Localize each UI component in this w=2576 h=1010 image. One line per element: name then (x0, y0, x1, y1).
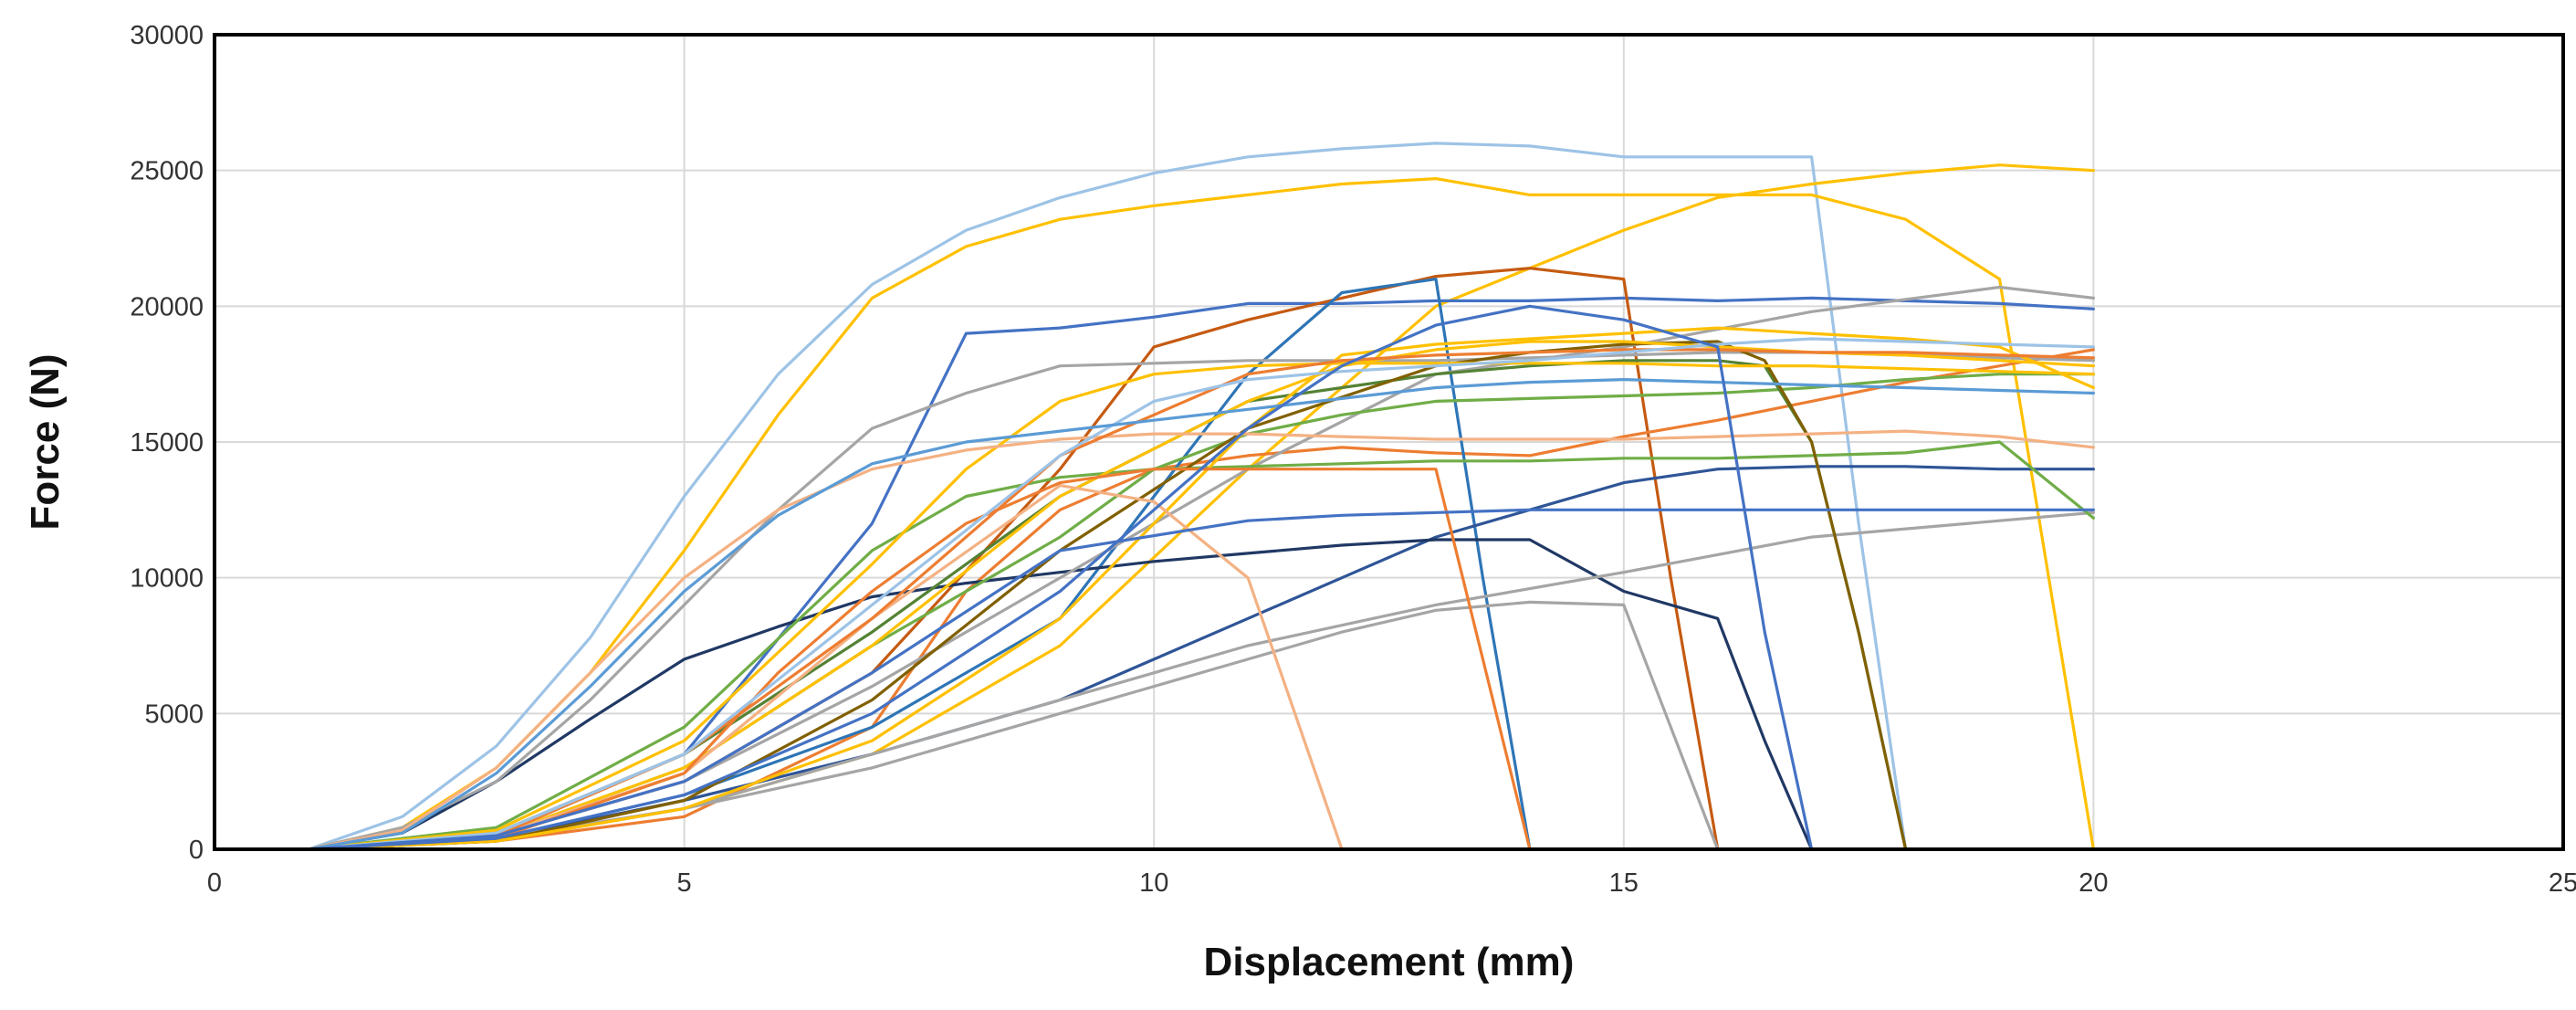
y-tick-label: 25000 (130, 157, 204, 186)
series-line-23 (307, 468, 2095, 851)
x-tick-label: 5 (677, 868, 692, 898)
y-tick-label: 0 (189, 836, 204, 865)
series-line-28 (307, 508, 2095, 851)
series-line-4 (307, 296, 2095, 851)
series-line-20 (307, 340, 2095, 851)
series-line-26 (307, 378, 2095, 851)
x-tick-label: 10 (1139, 868, 1168, 898)
series-group (307, 142, 2095, 851)
y-tick-label: 15000 (130, 428, 204, 458)
series-line-24 (307, 348, 2095, 851)
series-line-14 (307, 440, 2095, 851)
y-tick-label: 5000 (144, 700, 204, 729)
series-line-9 (307, 538, 2095, 851)
x-axis-label: Displacement (mm) (1204, 940, 1575, 984)
x-axis-ticks: 0 5 10 15 20 25 (207, 868, 2576, 898)
series-line-8 (307, 465, 2095, 851)
y-tick-label: 10000 (130, 564, 204, 594)
x-tick-label: 15 (1609, 868, 1639, 898)
y-tick-label: 20000 (130, 292, 204, 321)
series-line-27 (307, 304, 2095, 851)
series-line-1 (307, 142, 2095, 851)
series-line-10 (307, 600, 2095, 851)
y-tick-label: 30000 (130, 21, 204, 50)
y-axis-label: Force (N) (23, 353, 68, 530)
x-tick-label: 20 (2079, 868, 2108, 898)
series-line-2 (307, 177, 2095, 851)
y-axis-ticks: 0 5000 10000 15000 20000 25000 30000 (130, 21, 204, 865)
series-line-18 (307, 326, 2095, 851)
series-line-6 (307, 348, 2095, 851)
plot-border (213, 33, 2565, 851)
series-line-21 (307, 429, 2095, 851)
series-line-25 (307, 337, 2095, 851)
series-line-19 (307, 362, 2095, 851)
x-tick-label: 0 (207, 868, 222, 898)
x-tick-label: 25 (2549, 868, 2576, 898)
